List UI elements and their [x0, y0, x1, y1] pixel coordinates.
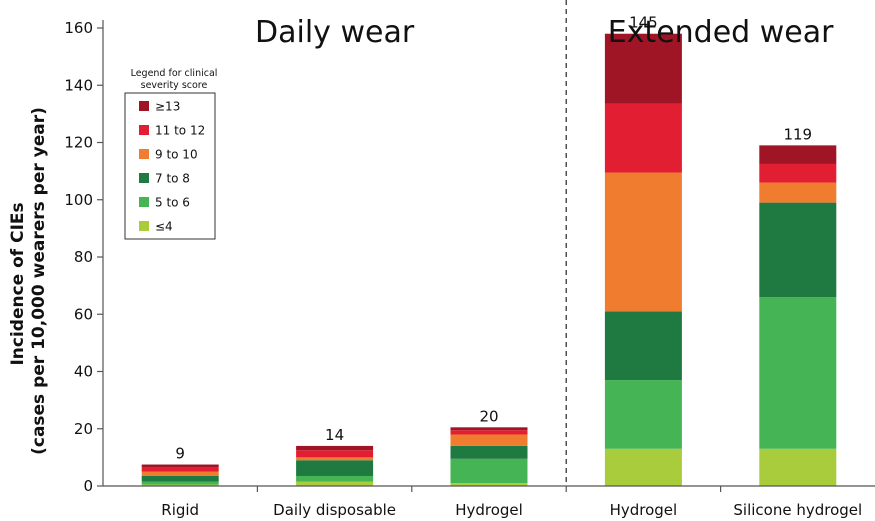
category-label: Daily disposable [273, 501, 396, 519]
y-tick-label: 80 [74, 248, 93, 266]
group-titles: Daily wear Extended wear [255, 15, 834, 50]
legend-label: 9 to 10 [155, 148, 198, 162]
bar-segment [141, 481, 219, 485]
bar-segment [450, 483, 528, 486]
y-axis-label: Incidence of CIEs (cases per 10,000 wear… [8, 107, 49, 455]
bar-segment [759, 448, 837, 486]
category-label: Hydrogel [455, 501, 523, 519]
group-title: Extended wear [608, 15, 834, 50]
y-tick-label: 40 [74, 363, 93, 381]
bar-segment [759, 163, 837, 183]
total-label: 14 [325, 426, 344, 444]
bar-segment [604, 172, 682, 312]
bar-segment [296, 457, 374, 461]
bar-segment [759, 145, 837, 164]
legend-swatch [139, 125, 149, 135]
bar-segment [759, 202, 837, 298]
bar-segment [141, 484, 219, 486]
legend-items: ≥13 11 to 12 9 to 10 7 to 8 5 to 6 ≤4 [139, 100, 205, 234]
bar-segment [604, 311, 682, 381]
bar-segment [604, 380, 682, 449]
legend-swatch [139, 197, 149, 207]
y-tick-label: 0 [83, 477, 93, 495]
x-ticks [256, 486, 722, 492]
category-label: Silicone hydrogel [733, 501, 862, 519]
legend-label: 7 to 8 [155, 172, 190, 186]
category-label: Hydrogel [610, 501, 678, 519]
total-label: 119 [783, 125, 812, 143]
legend-swatch [139, 149, 149, 159]
y-axis-label-line-2: (cases per 10,000 wearers per year) [29, 107, 49, 455]
bar-segment [296, 481, 374, 486]
y-axis-label-line-1: Incidence of CIEs [8, 202, 28, 365]
bar-segment [450, 434, 528, 446]
legend-label: ≥13 [155, 100, 180, 114]
category-label: Rigid [161, 501, 199, 519]
legend-label: 11 to 12 [155, 124, 205, 138]
bar-segment [141, 475, 219, 482]
bar-segment [450, 445, 528, 459]
legend-swatch [139, 221, 149, 231]
bar-segment [296, 475, 374, 482]
bar-segment [296, 460, 374, 476]
y-tick-label: 60 [74, 305, 93, 323]
bar-segment [604, 448, 682, 486]
total-label: 9 [175, 445, 185, 463]
bar-segment [759, 297, 837, 449]
legend-swatch [139, 101, 149, 111]
y-tick-label: 160 [64, 19, 93, 37]
legend-title-line-2: severity score [141, 80, 208, 91]
bar-segment [604, 103, 682, 173]
legend-swatch [139, 173, 149, 183]
y-tick-label: 120 [64, 134, 93, 152]
legend: Legend for clinical severity score ≥13 11… [124, 68, 218, 240]
bar-segment [604, 33, 682, 104]
legend-label: 5 to 6 [155, 196, 190, 210]
total-labels: 9 14 20 145 119 [175, 14, 812, 463]
y-tick-label: 100 [64, 191, 93, 209]
category-labels: Rigid Daily disposable Hydrogel Hydrogel Sil… [161, 501, 862, 519]
bar-segment [141, 471, 219, 476]
bars [141, 33, 837, 486]
bar-segment [296, 445, 374, 451]
bar-segment [450, 427, 528, 431]
bar-segment [450, 430, 528, 435]
bar-segment [759, 182, 837, 203]
group-title: Daily wear [255, 15, 415, 50]
y-ticks: 0 20 40 60 80 100 120 140 160 [64, 19, 103, 495]
total-label: 145 [629, 14, 658, 32]
legend-label: ≤4 [155, 220, 173, 234]
bar-segment [296, 450, 374, 458]
y-tick-label: 20 [74, 420, 93, 438]
bar-segment [141, 464, 219, 468]
y-tick-label: 140 [64, 76, 93, 94]
bar-segment [141, 467, 219, 472]
legend-title-line-1: Legend for clinical [131, 68, 218, 79]
total-label: 20 [479, 407, 498, 425]
legend-box [124, 92, 216, 240]
bar-segment [450, 458, 528, 484]
